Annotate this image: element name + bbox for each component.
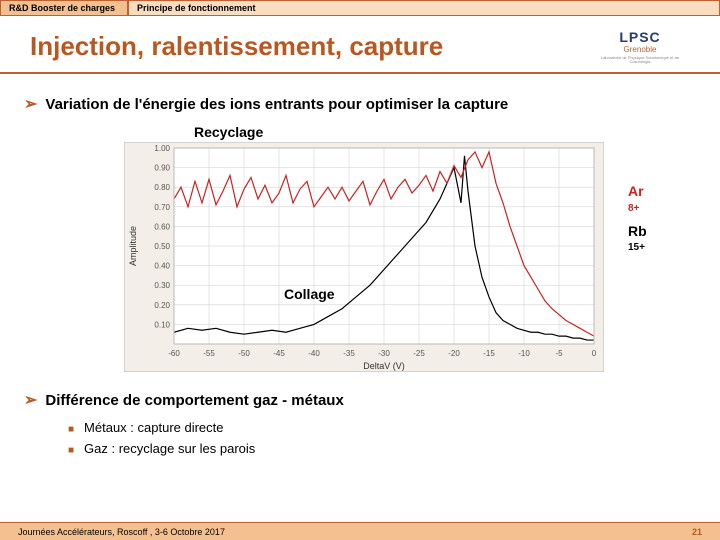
footer-text: Journées Accélérateurs, Roscoff , 3-6 Oc… bbox=[18, 527, 225, 537]
bullet-variation: ➢ Variation de l'énergie des ions entran… bbox=[24, 94, 696, 114]
svg-text:Amplitude: Amplitude bbox=[128, 226, 138, 266]
sub-gaz: ■ Gaz : recyclage sur les parois bbox=[68, 441, 696, 456]
page-number: 21 bbox=[692, 527, 702, 537]
recyclage-label: Recyclage bbox=[194, 124, 696, 140]
svg-text:0.30: 0.30 bbox=[154, 281, 170, 290]
logo: LPSC Grenoble Laboratoire de Physique Su… bbox=[590, 23, 690, 69]
arrow-icon: ➢ bbox=[24, 94, 37, 114]
square-icon: ■ bbox=[68, 445, 74, 456]
svg-text:-5: -5 bbox=[555, 349, 563, 358]
collage-label: Collage bbox=[284, 286, 335, 302]
svg-text:0: 0 bbox=[592, 349, 597, 358]
bullet-difference: ➢ Différence de comportement gaz - métau… bbox=[24, 390, 696, 410]
svg-text:-10: -10 bbox=[518, 349, 530, 358]
svg-text:-45: -45 bbox=[273, 349, 285, 358]
bullet-variation-text: Variation de l'énergie des ions entrants… bbox=[45, 96, 508, 113]
sub-metaux-text: Métaux : capture directe bbox=[84, 420, 223, 435]
chart-container: -60-55-50-45-40-35-30-25-20-15-10-500.10… bbox=[124, 142, 604, 372]
svg-text:DeltaV (V): DeltaV (V) bbox=[363, 361, 405, 371]
sub-gaz-text: Gaz : recyclage sur les parois bbox=[84, 441, 255, 456]
tab-principe: Principe de fonctionnement bbox=[128, 0, 720, 16]
tab-rnd: R&D Booster de charges bbox=[0, 0, 128, 16]
svg-text:-55: -55 bbox=[203, 349, 215, 358]
svg-text:-15: -15 bbox=[483, 349, 495, 358]
logo-sub: Laboratoire de Physique Subatomique et d… bbox=[590, 56, 690, 64]
svg-text:-60: -60 bbox=[168, 349, 180, 358]
svg-text:0.70: 0.70 bbox=[154, 203, 170, 212]
svg-text:0.40: 0.40 bbox=[154, 262, 170, 271]
svg-text:-25: -25 bbox=[413, 349, 425, 358]
chart: -60-55-50-45-40-35-30-25-20-15-10-500.10… bbox=[124, 142, 604, 372]
bullet-difference-text: Différence de comportement gaz - métaux bbox=[45, 392, 343, 409]
logo-text: LPSC bbox=[619, 29, 660, 45]
logo-city: Grenoble bbox=[624, 45, 657, 54]
legend: Ar 8+ Rb 15+ bbox=[628, 182, 647, 262]
legend-rb: Rb bbox=[628, 223, 647, 239]
svg-text:0.90: 0.90 bbox=[154, 164, 170, 173]
svg-text:-50: -50 bbox=[238, 349, 250, 358]
footer: Journées Accélérateurs, Roscoff , 3-6 Oc… bbox=[0, 522, 720, 540]
sub-metaux: ■ Métaux : capture directe bbox=[68, 420, 696, 435]
legend-ar-sup: 8+ bbox=[628, 203, 639, 214]
legend-ar: Ar bbox=[628, 183, 644, 199]
svg-text:0.80: 0.80 bbox=[154, 183, 170, 192]
svg-text:-40: -40 bbox=[308, 349, 320, 358]
svg-text:-20: -20 bbox=[448, 349, 460, 358]
arrow-icon: ➢ bbox=[24, 390, 37, 410]
svg-text:1.00: 1.00 bbox=[154, 144, 170, 153]
svg-text:0.60: 0.60 bbox=[154, 222, 170, 231]
svg-text:-30: -30 bbox=[378, 349, 390, 358]
legend-rb-sup: 15+ bbox=[628, 242, 645, 253]
svg-text:0.20: 0.20 bbox=[154, 301, 170, 310]
square-icon: ■ bbox=[68, 424, 74, 435]
svg-text:-35: -35 bbox=[343, 349, 355, 358]
svg-text:0.10: 0.10 bbox=[154, 320, 170, 329]
svg-text:0.50: 0.50 bbox=[154, 242, 170, 251]
page-title: Injection, ralentissement, capture bbox=[30, 31, 590, 62]
